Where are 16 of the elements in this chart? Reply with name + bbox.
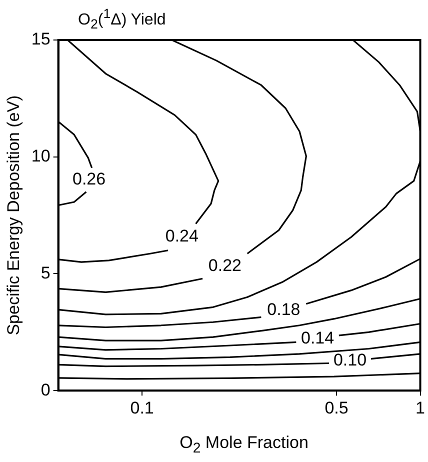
x-tick-label: 0.5 bbox=[324, 398, 348, 418]
x-tick-label: 1 bbox=[416, 398, 426, 418]
x-tick-label: 0.1 bbox=[130, 398, 154, 418]
y-tick-label: 15 bbox=[31, 30, 50, 49]
series-label: 0.22 bbox=[208, 256, 242, 275]
chart-title: O$_{2}$($^{1}$Δ) Yield bbox=[78, 6, 166, 32]
y-tick-label: 10 bbox=[31, 146, 50, 166]
series-label: 0.14 bbox=[300, 328, 334, 348]
y-tick-label: 0 bbox=[40, 380, 50, 400]
series-label: 0.10 bbox=[333, 350, 367, 370]
y-axis-title: Specific Energy Deposition (eV) bbox=[4, 95, 23, 336]
series-label: 0.26 bbox=[72, 170, 106, 189]
series-label: 0.24 bbox=[165, 226, 198, 246]
y-tick-label: 5 bbox=[40, 263, 50, 282]
series-label: 0.18 bbox=[267, 300, 300, 320]
x-axis-title: O$_{2}$ Mole Fraction bbox=[178, 432, 310, 456]
